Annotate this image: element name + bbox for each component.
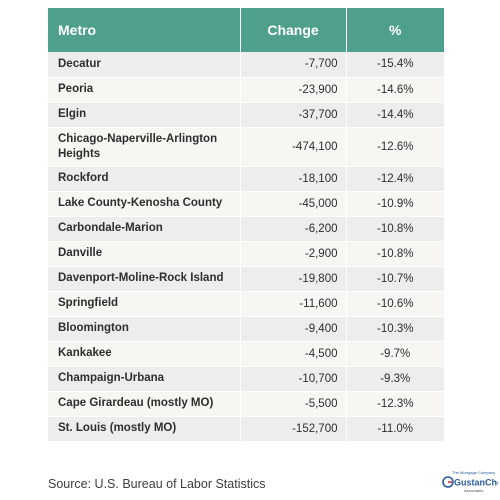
table-row: Chicago-Naperville-Arlington Heights -474… bbox=[48, 127, 444, 167]
table-body: Decatur -7,700 -15.4% Peoria -23,900 -14.6% El… bbox=[48, 52, 444, 442]
cell-percent: -14.4% bbox=[346, 102, 444, 128]
cell-percent: -14.6% bbox=[346, 77, 444, 103]
cell-change: -2,900 bbox=[240, 241, 347, 267]
table-header-row: Metro Change % bbox=[48, 8, 444, 52]
cell-percent: -9.3% bbox=[346, 366, 444, 392]
cell-metro: Danville bbox=[48, 241, 241, 267]
logo-subtitle: Associates bbox=[464, 488, 484, 493]
header-metro: Metro bbox=[48, 8, 241, 52]
cell-change: -45,000 bbox=[240, 191, 347, 217]
cell-metro: Rockford bbox=[48, 166, 241, 192]
cell-change: -474,100 bbox=[240, 127, 347, 167]
header-change: Change bbox=[240, 8, 347, 52]
cell-percent: -10.3% bbox=[346, 316, 444, 342]
cell-change: -4,500 bbox=[240, 341, 347, 367]
cell-percent: -11.0% bbox=[346, 416, 444, 442]
cell-metro: Elgin bbox=[48, 102, 241, 128]
table-row: Peoria -23,900 -14.6% bbox=[48, 77, 444, 103]
cell-percent: -12.6% bbox=[346, 127, 444, 167]
cell-change: -5,500 bbox=[240, 391, 347, 417]
cell-metro: Champaign-Urbana bbox=[48, 366, 241, 392]
table-row: Rockford -18,100 -12.4% bbox=[48, 166, 444, 192]
cell-change: -9,400 bbox=[240, 316, 347, 342]
table-row: Cape Girardeau (mostly MO) -5,500 -12.3% bbox=[48, 391, 444, 417]
logo-tagline: The Mortgage Company bbox=[452, 470, 496, 475]
table-row: Champaign-Urbana -10,700 -9.3% bbox=[48, 366, 444, 392]
header-percent: % bbox=[389, 22, 402, 38]
cell-change: -152,700 bbox=[240, 416, 347, 442]
cell-change: -19,800 bbox=[240, 266, 347, 292]
cell-metro: Peoria bbox=[48, 77, 241, 103]
table-row: Decatur -7,700 -15.4% bbox=[48, 52, 444, 78]
table-row: Bloomington -9,400 -10.3% bbox=[48, 316, 444, 342]
cell-percent: -9.7% bbox=[346, 341, 444, 367]
table-row: Davenport-Moline-Rock Island -19,800 -10.7… bbox=[48, 266, 444, 292]
source-note: Source: U.S. Bureau of Labor Statistics bbox=[48, 477, 266, 491]
cell-percent: -10.8% bbox=[346, 241, 444, 267]
cell-percent: -10.6% bbox=[346, 291, 444, 317]
cell-metro: Kankakee bbox=[48, 341, 241, 367]
cell-metro: Chicago-Naperville-Arlington Heights bbox=[48, 127, 241, 167]
table-row: Lake County-Kenosha County -45,000 -10.9% bbox=[48, 191, 444, 217]
table-row: Kankakee -4,500 -9.7% bbox=[48, 341, 444, 367]
cell-percent: -10.7% bbox=[346, 266, 444, 292]
table-row: Springfield -11,600 -10.6% bbox=[48, 291, 444, 317]
cell-change: -23,900 bbox=[240, 77, 347, 103]
cell-percent: -15.4% bbox=[346, 52, 444, 78]
cell-metro: Springfield bbox=[48, 291, 241, 317]
table-row: Elgin -37,700 -14.4% bbox=[48, 102, 444, 128]
cell-percent: -12.3% bbox=[346, 391, 444, 417]
cell-percent: -10.9% bbox=[346, 191, 444, 217]
cell-percent: -10.8% bbox=[346, 216, 444, 242]
cell-change: -10,700 bbox=[240, 366, 347, 392]
cell-metro: Carbondale-Marion bbox=[48, 216, 241, 242]
table-row: Danville -2,900 -10.8% bbox=[48, 241, 444, 267]
cell-metro: Davenport-Moline-Rock Island bbox=[48, 266, 241, 292]
cell-change: -37,700 bbox=[240, 102, 347, 128]
table-row: St. Louis (mostly MO) -152,700 -11.0% bbox=[48, 416, 444, 442]
cell-change: -7,700 bbox=[240, 52, 347, 78]
company-logo: The Mortgage Company GustanCho Associate… bbox=[442, 470, 498, 496]
cell-change: -18,100 bbox=[240, 166, 347, 192]
metro-job-change-table: Metro Change % Decatur -7,700 -15.4% Peoria… bbox=[48, 8, 444, 442]
logo-name: GustanCho bbox=[454, 478, 498, 488]
table-row: Carbondale-Marion -6,200 -10.8% bbox=[48, 216, 444, 242]
cell-metro: St. Louis (mostly MO) bbox=[48, 416, 241, 442]
cell-percent: -12.4% bbox=[346, 166, 444, 192]
cell-metro: Lake County-Kenosha County bbox=[48, 191, 241, 217]
cell-change: -11,600 bbox=[240, 291, 347, 317]
cell-metro: Bloomington bbox=[48, 316, 241, 342]
cell-metro: Cape Girardeau (mostly MO) bbox=[48, 391, 241, 417]
logo-mark: GustanCho bbox=[442, 476, 498, 488]
cell-change: -6,200 bbox=[240, 216, 347, 242]
cell-metro: Decatur bbox=[48, 52, 241, 78]
